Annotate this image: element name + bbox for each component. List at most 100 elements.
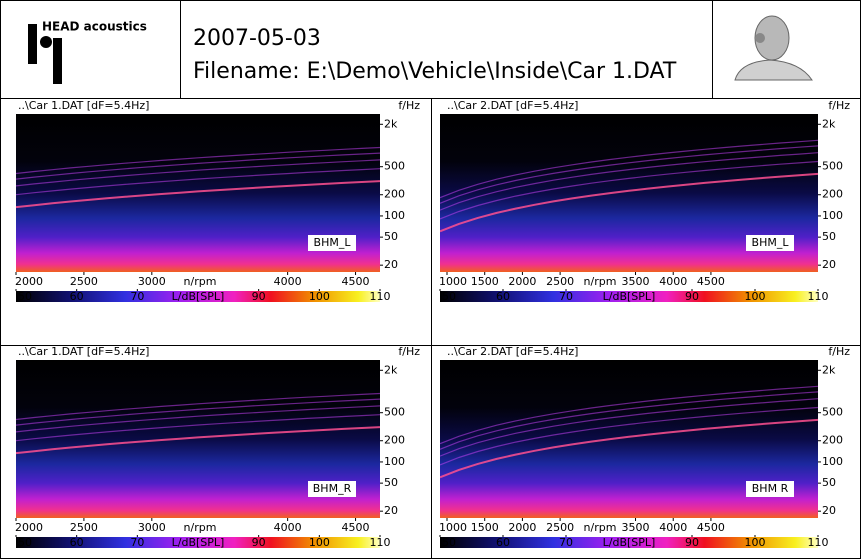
logo: HEAD acoustics [28, 20, 147, 84]
x-tick-label: 3500 [622, 275, 650, 288]
y-tick-label: 50 [384, 230, 398, 243]
colorbar [16, 291, 380, 302]
colorbar-tick-label: 90 [685, 290, 699, 303]
panel-title: ..\Car 1.DAT [dF=5.4Hz] [18, 99, 149, 112]
y-tick-label: 20 [822, 258, 836, 271]
logo-mark [28, 24, 37, 64]
colorbar-tick-label: 110 [808, 290, 829, 303]
logo-mark [53, 38, 62, 84]
x-axis-label: n/rpm [584, 521, 617, 534]
x-tick-label: 4500 [342, 275, 370, 288]
order-line [440, 152, 818, 211]
x-tick-label: 2500 [546, 521, 574, 534]
order-line [440, 391, 818, 450]
colorbar-tick-label: 50 [18, 290, 32, 303]
order-line [16, 180, 380, 209]
colorbar-tick-label: 50 [442, 536, 456, 549]
colorbar [440, 537, 818, 548]
y-tick-label: 500 [822, 160, 843, 173]
order-line [440, 406, 818, 466]
x-axis-label: n/rpm [184, 275, 217, 288]
x-tick-label: 4500 [697, 521, 725, 534]
channel-label-box [746, 481, 794, 497]
y-tick-label: 20 [384, 258, 398, 271]
colorbar-tick-label: 90 [685, 536, 699, 549]
channel-label-box [746, 235, 794, 251]
colorbar-label: L/dB[SPL] [603, 290, 656, 303]
spectrogram-panel: ..\Car 2.DAT [dF=5.4Hz] f/Hz 2k 500 200 100 50… [439, 345, 850, 549]
spectrogram-panel: ..\Car 2.DAT [dF=5.4Hz] f/Hz 2k 500 200 100 50… [439, 99, 850, 303]
colorbar-tick-label: 100 [309, 536, 330, 549]
x-tick-label: 4000 [274, 521, 302, 534]
y-tick-label: 100 [384, 455, 405, 468]
x-tick-label: 2000 [508, 521, 536, 534]
colorbar-tick-label: 50 [18, 536, 32, 549]
colorbar-tick-label: 60 [496, 290, 510, 303]
order-lines [440, 385, 818, 479]
y-tick-label: 50 [822, 476, 836, 489]
logo-mark [40, 36, 52, 48]
x-axis-label: n/rpm [184, 521, 217, 534]
y-tick-label: 2k [822, 363, 836, 376]
colorbar-tick-label: 110 [370, 290, 391, 303]
colorbar-tick-label: 60 [70, 290, 84, 303]
channel-label: BHM_L [314, 236, 352, 249]
x-tick-label: 1500 [471, 521, 499, 534]
colorbar-label: L/dB[SPL] [172, 536, 225, 549]
channel-label-box [308, 235, 356, 251]
y-tick-label: 50 [822, 230, 836, 243]
x-tick-label: 1500 [471, 275, 499, 288]
y-tick-label: 100 [822, 209, 843, 222]
order-line [16, 392, 380, 421]
y-tick-label: 2k [384, 363, 398, 376]
x-tick-label: 1000 [439, 275, 467, 288]
y-axis-label: f/Hz [828, 345, 850, 358]
y-tick-label: 200 [822, 434, 843, 447]
y-axis-label: f/Hz [398, 345, 420, 358]
colorbar-tick-label: 90 [252, 536, 266, 549]
panel-title: ..\Car 2.DAT [dF=5.4Hz] [447, 99, 578, 112]
order-line [16, 398, 380, 426]
colorbar [16, 537, 380, 548]
colorbar-tick-label: 70 [130, 536, 144, 549]
x-tick-label: 4000 [274, 275, 302, 288]
y-tick-label: 100 [822, 455, 843, 468]
y-tick-label: 50 [384, 476, 398, 489]
x-tick-label: 4000 [659, 521, 687, 534]
x-tick-label: 1000 [439, 521, 467, 534]
y-tick-label: 200 [822, 188, 843, 201]
x-tick-label: 3500 [622, 521, 650, 534]
order-lines [440, 139, 818, 233]
y-tick-label: 200 [384, 434, 405, 447]
y-tick-label: 500 [822, 406, 843, 419]
order-line [440, 398, 818, 457]
order-line [440, 139, 818, 199]
colorbar-tick-label: 110 [808, 536, 829, 549]
head-icon-ear [755, 33, 765, 43]
order-line [16, 168, 380, 196]
colorbar-label: L/dB[SPL] [172, 290, 225, 303]
order-line [16, 426, 380, 455]
colorbar-tick-label: 70 [130, 290, 144, 303]
order-lines [16, 146, 380, 209]
x-tick-label: 2500 [70, 521, 98, 534]
order-line [440, 145, 818, 204]
colorbar-tick-label: 100 [745, 536, 766, 549]
x-tick-label: 2000 [508, 275, 536, 288]
x-tick-label: 2500 [546, 275, 574, 288]
order-line [16, 159, 380, 187]
x-tick-label: 4000 [659, 275, 687, 288]
x-tick-label: 2000 [15, 275, 43, 288]
y-tick-label: 20 [822, 504, 836, 517]
order-line [16, 414, 380, 442]
channel-label: BHM R [752, 482, 789, 495]
report-filename: Filename: E:\Demo\Vehicle\Inside\Car 1.D… [193, 59, 677, 84]
y-tick-label: 200 [384, 188, 405, 201]
colorbar-tick-label: 70 [559, 536, 573, 549]
y-tick-label: 2k [822, 117, 836, 130]
colorbar [440, 291, 818, 302]
y-tick-label: 20 [384, 504, 398, 517]
x-tick-label: 2000 [15, 521, 43, 534]
logo-text: HEAD acoustics [42, 20, 147, 34]
